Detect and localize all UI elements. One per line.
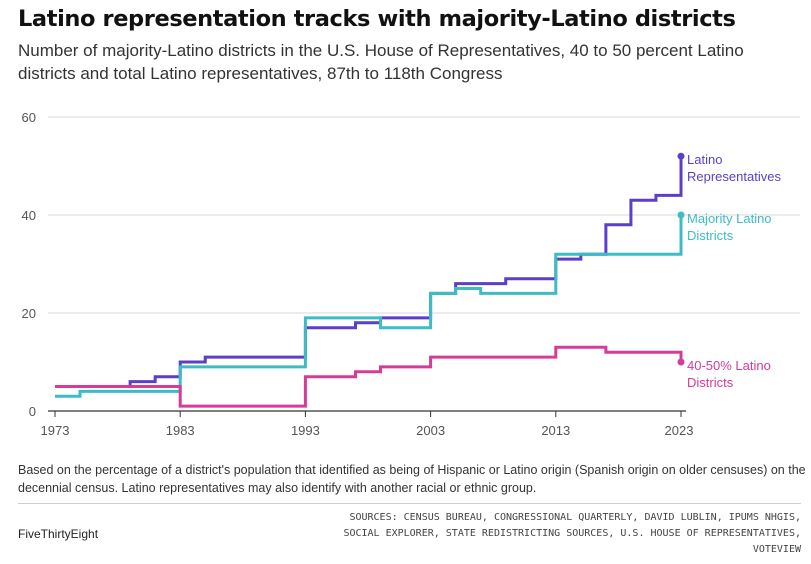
x-axis: 1973 1983 1993 2003 2013 2023 — [41, 410, 694, 438]
y-tick-label: 20 — [22, 306, 36, 321]
series-endpoint-1 — [677, 152, 685, 160]
x-tick-label: 1993 — [291, 423, 320, 438]
series-line-1 — [55, 156, 683, 388]
series-label-line: Majority Latino — [687, 211, 772, 226]
series-endpoint-3 — [677, 358, 685, 366]
methodology-note: Based on the percentage of a district's … — [18, 463, 806, 495]
series-label-line: Representatives — [687, 169, 781, 184]
series-label-2: Majority Latino Districts — [687, 211, 772, 243]
series-label-line: 40-50% Latino — [687, 358, 771, 373]
series-endpoint-2 — [677, 211, 685, 219]
series-label-line: Districts — [687, 375, 734, 390]
footer-divider — [18, 503, 801, 504]
y-tick-label: 0 — [29, 404, 36, 419]
chart-subtitle: Number of majority-Latino districts in t… — [18, 41, 744, 83]
x-tick-label: 1973 — [41, 423, 70, 438]
x-tick-label: 1983 — [166, 423, 195, 438]
series-labels: Latino Representatives Majority Latino Dist… — [687, 152, 781, 390]
step-line-chart: 0 20 40 60 1973 1983 1993 2003 2013 2023 Latino R… — [22, 110, 800, 438]
gridlines — [48, 116, 800, 314]
chart-title: Latino representation tracks with majori… — [18, 6, 736, 32]
sources-text: SOURCES: CENSUS BUREAU, CONGRESSIONAL QU… — [343, 512, 801, 555]
brand-name: FiveThirtyEight — [18, 527, 99, 541]
series-line-2 — [55, 215, 683, 398]
x-tick-label: 2013 — [541, 423, 570, 438]
y-tick-label: 60 — [22, 110, 36, 125]
series-label-line: Districts — [687, 228, 734, 243]
series-label-3: 40-50% Latino Districts — [687, 358, 771, 390]
x-tick-label: 2023 — [665, 423, 694, 438]
series-line-3 — [55, 345, 683, 408]
y-tick-label: 40 — [22, 208, 36, 223]
series-lines — [55, 152, 685, 408]
y-axis: 0 20 40 60 — [22, 110, 36, 419]
series-label-line: Latino — [687, 152, 722, 167]
x-tick-label: 2003 — [416, 423, 445, 438]
series-label-1: Latino Representatives — [687, 152, 781, 184]
